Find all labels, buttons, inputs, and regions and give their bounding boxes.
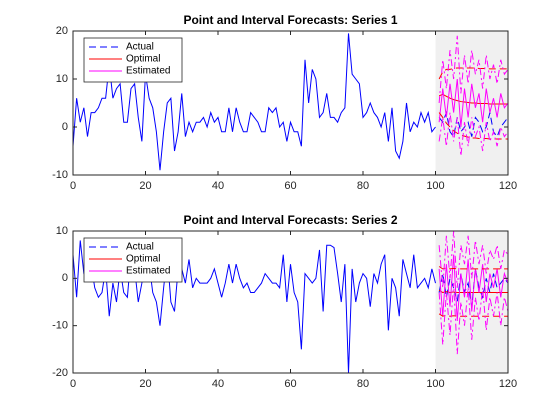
x-tick-label: 20 — [139, 378, 151, 390]
series-line — [438, 35, 508, 104]
legend-label: Actual — [126, 42, 154, 53]
legend-label: Estimated — [126, 266, 170, 277]
series-line — [438, 283, 508, 355]
y-tick-label: -20 — [52, 367, 68, 379]
legend-box — [83, 37, 183, 83]
legend-box — [83, 237, 183, 283]
series-line — [438, 78, 508, 128]
x-tick-label: 120 — [499, 180, 517, 192]
x-tick-label: 120 — [499, 378, 517, 390]
series-line — [438, 231, 508, 288]
x-tick-label: 60 — [284, 180, 296, 192]
x-tick-label: 0 — [70, 180, 76, 192]
x-tick-label: 100 — [426, 180, 444, 192]
x-tick-label: 80 — [357, 180, 369, 192]
y-tick-label: 10 — [56, 225, 68, 237]
y-tick-label: 10 — [56, 73, 68, 85]
y-tick-label: -10 — [52, 169, 68, 181]
y-tick-label: 0 — [62, 121, 68, 133]
x-tick-label: 0 — [70, 378, 76, 390]
x-tick-label: 100 — [426, 378, 444, 390]
y-tick-label: 20 — [56, 25, 68, 37]
forecast-region — [435, 231, 508, 373]
series-line — [438, 93, 508, 105]
series-line — [438, 254, 508, 321]
x-tick-label: 40 — [212, 180, 224, 192]
x-tick-label: 40 — [212, 378, 224, 390]
y-tick-label: 0 — [62, 272, 68, 284]
series-line — [438, 112, 508, 156]
series-line — [438, 67, 508, 80]
series-line — [73, 33, 436, 171]
x-tick-label: 80 — [357, 378, 369, 390]
x-tick-label: 20 — [139, 180, 151, 192]
legend-label: Actual — [126, 242, 154, 253]
y-tick-label: -10 — [52, 320, 68, 332]
chart-title: Point and Interval Forecasts: Series 2 — [183, 213, 397, 227]
series-line — [438, 266, 508, 270]
legend-label: Optimal — [126, 254, 160, 265]
chart-title: Point and Interval Forecasts: Series 1 — [183, 13, 397, 27]
x-tick-label: 60 — [284, 378, 296, 390]
legend-label: Estimated — [126, 66, 170, 77]
series-line — [438, 112, 508, 140]
legend-label: Optimal — [126, 54, 160, 65]
